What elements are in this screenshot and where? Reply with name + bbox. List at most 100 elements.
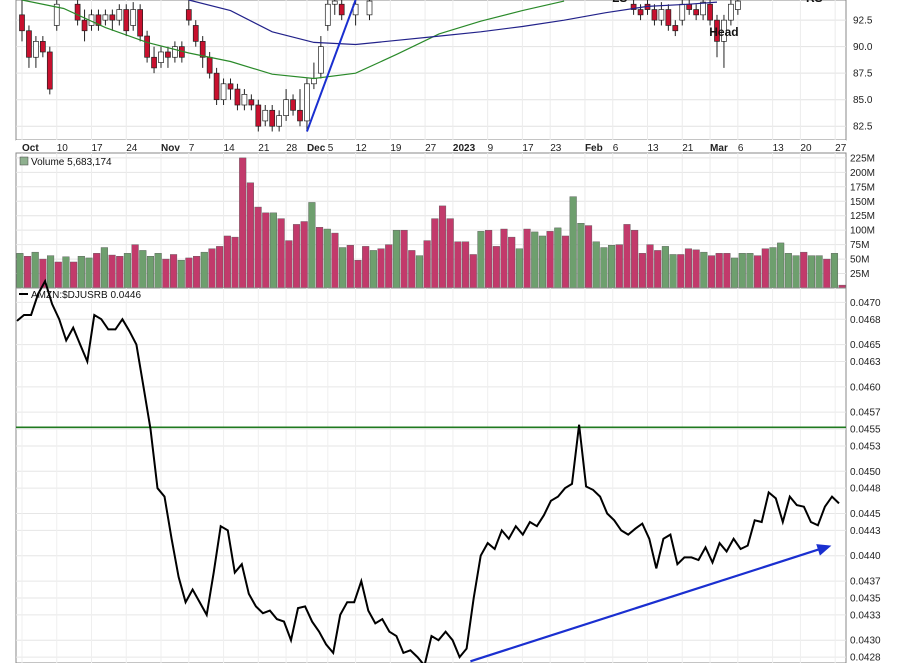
- volume-bar: [700, 251, 708, 289]
- x-tick-label: 20: [800, 143, 812, 154]
- ratio-tick-label: 0.0430: [850, 636, 881, 647]
- volume-bar: [177, 260, 185, 289]
- volume-bar: [170, 254, 178, 289]
- x-tick-label: 21: [682, 143, 694, 154]
- price-candle-body: [248, 99, 255, 106]
- price-candle-body: [283, 99, 289, 116]
- price-candle-body: [297, 109, 303, 122]
- price-candle-body: [53, 3, 60, 26]
- ratio-series-line: [16, 278, 840, 663]
- x-axis: Oct 10 17 24 Nov 7 14 21 28 Dec 5 12 19 27 2023 9 17 23 Fe…: [16, 140, 847, 154]
- ratio-tick-label: 0.0465: [850, 340, 881, 351]
- price-candle-body: [693, 9, 700, 16]
- price-candle-body: [304, 83, 310, 122]
- price-annotation: Head: [709, 25, 738, 39]
- volume-bar: [262, 212, 270, 289]
- price-candle-body: [26, 30, 32, 58]
- volume-bar: [592, 241, 600, 289]
- volume-bar: [231, 236, 239, 289]
- price-candle-body: [144, 35, 150, 58]
- price-tick-label: 87.5: [853, 69, 873, 80]
- volume-bar: [392, 229, 400, 289]
- volume-bar: [415, 255, 424, 289]
- price-candle-body: [255, 104, 262, 127]
- price-candle-body: [74, 3, 81, 21]
- price-candle-body: [679, 3, 686, 21]
- price-candle-body: [172, 46, 178, 58]
- volume-bar: [523, 228, 531, 289]
- volume-bar: [116, 255, 124, 289]
- price-candle-body: [721, 19, 727, 42]
- price-candle-body: [185, 9, 192, 21]
- ratio-panel-frame: [15, 287, 847, 663]
- volume-bar: [438, 205, 447, 289]
- price-candle-body: [290, 99, 296, 111]
- price-panel: 92.5 90.0 87.5 85.0 82.5 Head LS RS: [15, 0, 873, 141]
- price-candle-body: [95, 14, 102, 26]
- x-tick-label: 27: [425, 143, 437, 154]
- x-tick-label: Mar: [710, 143, 728, 154]
- price-candle-body: [123, 9, 130, 32]
- volume-bar: [292, 224, 301, 289]
- x-tick-label: Feb: [585, 143, 603, 154]
- x-tick-label: 6: [613, 143, 619, 154]
- price-candle-body: [220, 83, 227, 101]
- price-candle-body: [700, 1, 706, 16]
- volume-bar: [715, 253, 723, 289]
- ratio-tick-label: 0.0470: [850, 298, 881, 309]
- ratio-tick-label: 0.0455: [850, 425, 881, 436]
- volume-bar: [377, 248, 385, 289]
- price-annotation: LS: [612, 0, 627, 5]
- price-candle-body: [81, 19, 88, 32]
- price-candle-body: [269, 109, 276, 127]
- x-tick-label: 27: [835, 143, 847, 154]
- volume-bar: [139, 250, 147, 289]
- price-candle-body: [262, 109, 269, 122]
- volume-bar: [239, 157, 247, 289]
- volume-bar: [385, 244, 393, 289]
- volume-bar: [631, 229, 639, 289]
- price-candle-body: [206, 56, 213, 74]
- volume-bar: [815, 255, 823, 289]
- volume-bar: [777, 242, 785, 289]
- volume-bar: [23, 255, 32, 289]
- x-axis-band: [16, 140, 846, 153]
- volume-bar: [154, 253, 162, 289]
- price-candle-body: [46, 51, 53, 90]
- volume-bar: [692, 249, 700, 289]
- ratio-tick-label: 0.0433: [850, 610, 881, 621]
- volume-bar: [277, 218, 285, 289]
- volume-tick-label: 25M: [850, 269, 869, 280]
- x-tick-label: 14: [224, 143, 236, 154]
- price-candle-body: [158, 51, 164, 63]
- volume-bar: [446, 218, 454, 289]
- price-candle-body: [19, 14, 25, 32]
- ratio-tick-label: 0.0457: [850, 408, 881, 419]
- ratio-tick-label: 0.0437: [850, 577, 881, 588]
- x-tick-label: 28: [286, 143, 298, 154]
- volume-bar: [677, 254, 685, 289]
- price-candle-body: [311, 78, 317, 85]
- x-tick-label: Dec: [307, 143, 326, 154]
- volume-bar: [792, 255, 800, 289]
- price-candle-body: [130, 9, 137, 26]
- ratio-tick-label: 0.0435: [850, 593, 881, 604]
- price-candle-body: [192, 25, 199, 42]
- price-candle-body: [630, 3, 637, 10]
- volume-bar: [830, 253, 839, 289]
- x-tick-label: 7: [189, 143, 195, 154]
- volume-bar: [623, 224, 631, 289]
- ratio-legend: AMZN:$DJUSRB 0.0446: [31, 290, 141, 301]
- volume-bar: [485, 229, 493, 289]
- volume-bar: [462, 241, 470, 289]
- volume-bar: [254, 206, 262, 289]
- price-candle-body: [109, 14, 116, 21]
- ratio-trendline: [470, 547, 822, 663]
- ratio-tick-label: 0.0460: [850, 382, 881, 393]
- price-moving-average: [21, 0, 565, 80]
- x-tick-label: 13: [648, 143, 660, 154]
- volume-bar: [684, 248, 692, 289]
- volume-bar: [638, 253, 646, 289]
- price-candle-body: [665, 9, 672, 26]
- volume-bar: [754, 255, 762, 289]
